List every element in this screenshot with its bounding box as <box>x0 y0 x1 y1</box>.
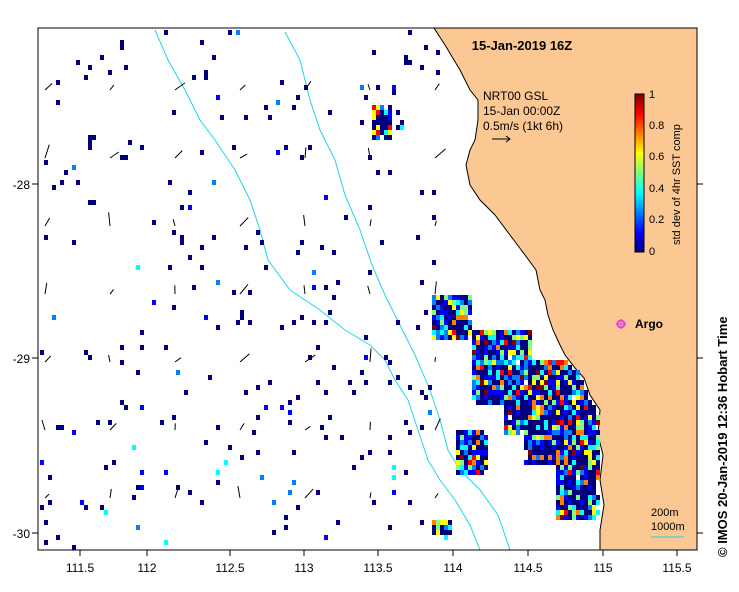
colorbar-tick: 0 <box>649 246 655 258</box>
colorbar-tick: 0.4 <box>649 183 664 195</box>
y-tick-label: -28 <box>13 178 31 192</box>
x-tick-label: 111.5 <box>66 561 95 575</box>
x-tick-label: 112 <box>137 561 156 575</box>
legend-scale: 0.5m/s (1kt 6h) <box>483 119 563 133</box>
y-tick-label: -30 <box>13 527 31 541</box>
legend-arrow-icon <box>492 135 511 143</box>
colorbar-label: std dev of 4hr SST comp <box>671 124 683 245</box>
bathy-label-200m: 200m <box>651 507 679 519</box>
plot-frame <box>37 27 698 551</box>
map-title: 15-Jan-2019 16Z <box>472 38 573 53</box>
argo-float-icon <box>616 319 626 329</box>
bathy-1000m-contour <box>154 29 481 551</box>
legend-time: 15-Jan 00:00Z <box>483 104 560 118</box>
y-axis <box>32 183 703 534</box>
footer-credit: © IMOS 20-Jan-2019 12:36 Hobart Time <box>715 316 730 557</box>
y-tick-label: -29 <box>13 352 31 366</box>
x-tick-label: 112.5 <box>215 561 244 575</box>
bathy-label-1000m: 1000m <box>651 521 685 533</box>
land-area <box>433 27 698 551</box>
x-tick-label: 115 <box>593 561 612 575</box>
x-tick-label: 115.5 <box>662 561 691 575</box>
x-tick-label: 113.5 <box>363 561 392 575</box>
colorbar-tick: 1 <box>649 89 655 101</box>
colorbar-tick: 0.8 <box>649 120 664 132</box>
colorbar <box>634 93 645 253</box>
sst-stddev-pixels <box>40 30 600 550</box>
x-tick-label: 113 <box>294 561 313 575</box>
legend-source: NRT00 GSL <box>483 89 548 103</box>
x-tick-label: 114.5 <box>513 561 542 575</box>
colorbar-tick: 0.6 <box>649 151 664 163</box>
x-tick-label: 114 <box>443 561 462 575</box>
argo-label: Argo <box>635 317 663 331</box>
x-axis <box>79 550 678 556</box>
colorbar-tick: 0.2 <box>649 214 664 226</box>
current-vectors <box>41 80 446 499</box>
